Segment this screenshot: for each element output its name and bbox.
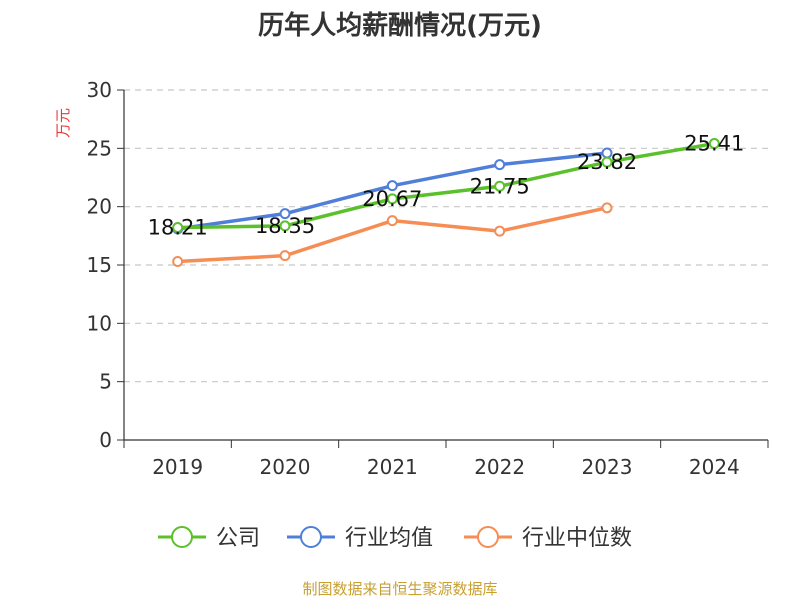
data-label: 21.75 <box>470 174 530 198</box>
series-point-1[interactable] <box>279 208 291 220</box>
y-tick-label: 0 <box>99 428 112 452</box>
data-source-note: 制图数据来自恒生聚源数据库 <box>302 580 497 598</box>
y-tick-label: 5 <box>99 370 112 394</box>
data-label: 18.21 <box>148 216 208 240</box>
data-label: 18.35 <box>255 214 315 238</box>
series-point-1[interactable] <box>494 159 506 171</box>
series-line-0 <box>175 141 717 230</box>
legend-label: 行业均值 <box>345 526 433 551</box>
legend-swatch-marker <box>477 526 499 548</box>
axes: 0 5 10 15 20 25 30 2019 2020 2021 2022 2023 2024 <box>87 78 769 479</box>
x-tick-label: 2022 <box>474 455 525 479</box>
series-point-0[interactable] <box>279 220 291 232</box>
series-point-2[interactable] <box>386 215 398 227</box>
legend-label: 行业中位数 <box>522 526 632 551</box>
y-tick-label: 20 <box>87 195 112 219</box>
legend[interactable]: 公司 行业均值 行业中位数 <box>158 526 632 551</box>
x-tick-label: 2023 <box>582 455 633 479</box>
y-tick-label: 15 <box>87 253 112 277</box>
series-point-2[interactable] <box>601 202 613 214</box>
x-tick-label: 2020 <box>260 455 311 479</box>
series-point-0[interactable] <box>601 156 613 168</box>
legend-swatch-marker <box>171 526 193 548</box>
series-point-2[interactable] <box>279 250 291 262</box>
data-label: 25.41 <box>684 132 744 156</box>
legend-item-1[interactable]: 行业均值 <box>287 526 433 551</box>
legend-swatch-marker <box>300 526 322 548</box>
y-tick-label: 30 <box>87 78 112 102</box>
series-point-1[interactable] <box>386 180 398 192</box>
x-tick-label: 2021 <box>367 455 418 479</box>
legend-label: 公司 <box>216 526 260 551</box>
data-labels: 18.21 18.35 20.67 21.75 23.82 25.41 <box>148 132 745 240</box>
series-point-2[interactable] <box>172 256 184 267</box>
y-axis-label: 万元 <box>54 108 72 138</box>
y-tick-label: 25 <box>87 136 112 160</box>
x-tick-label: 2024 <box>689 455 740 479</box>
series-point-2[interactable] <box>494 225 506 237</box>
series-point-0[interactable] <box>386 193 398 205</box>
grid-lines <box>124 89 768 383</box>
series-point-0[interactable] <box>494 180 506 192</box>
series-point-0[interactable] <box>172 222 184 234</box>
chart-title: 历年人均薪酬情况(万元) <box>258 10 542 41</box>
x-tick-label: 2019 <box>152 455 203 479</box>
legend-item-2[interactable]: 行业中位数 <box>464 526 632 551</box>
series-point-0[interactable] <box>708 138 720 150</box>
legend-item-0[interactable]: 公司 <box>158 526 260 551</box>
data-label: 23.82 <box>577 150 637 174</box>
series-lines <box>172 138 720 267</box>
y-tick-label: 10 <box>87 311 112 335</box>
data-label: 20.67 <box>362 187 422 211</box>
